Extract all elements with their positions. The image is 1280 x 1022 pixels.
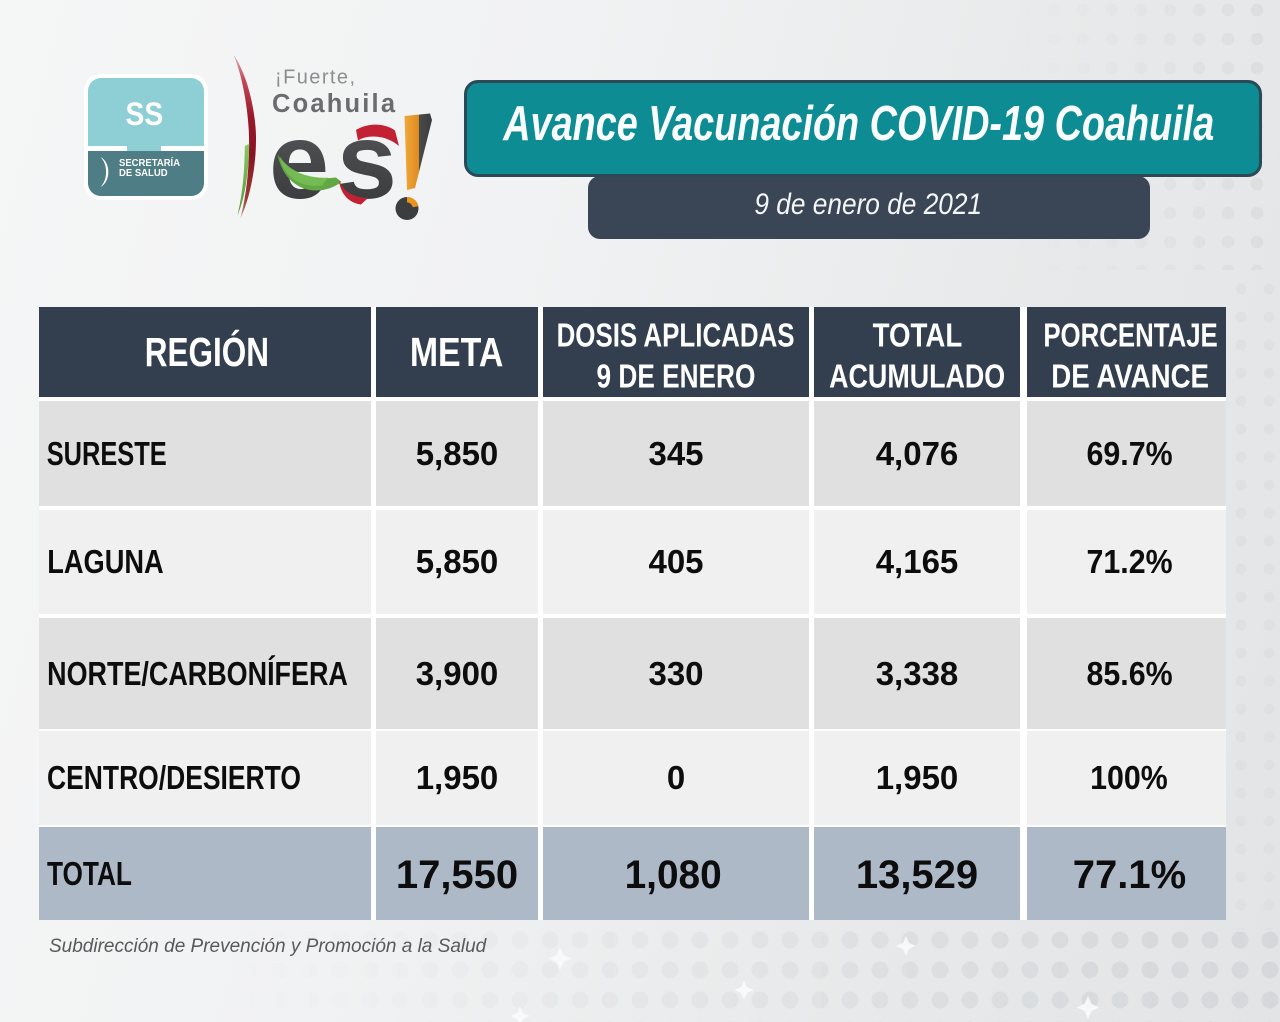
svg-text:es: es (269, 100, 397, 221)
svg-text:Coahuila: Coahuila (272, 90, 396, 118)
svg-text:¡Fuerte,: ¡Fuerte, (275, 67, 355, 89)
